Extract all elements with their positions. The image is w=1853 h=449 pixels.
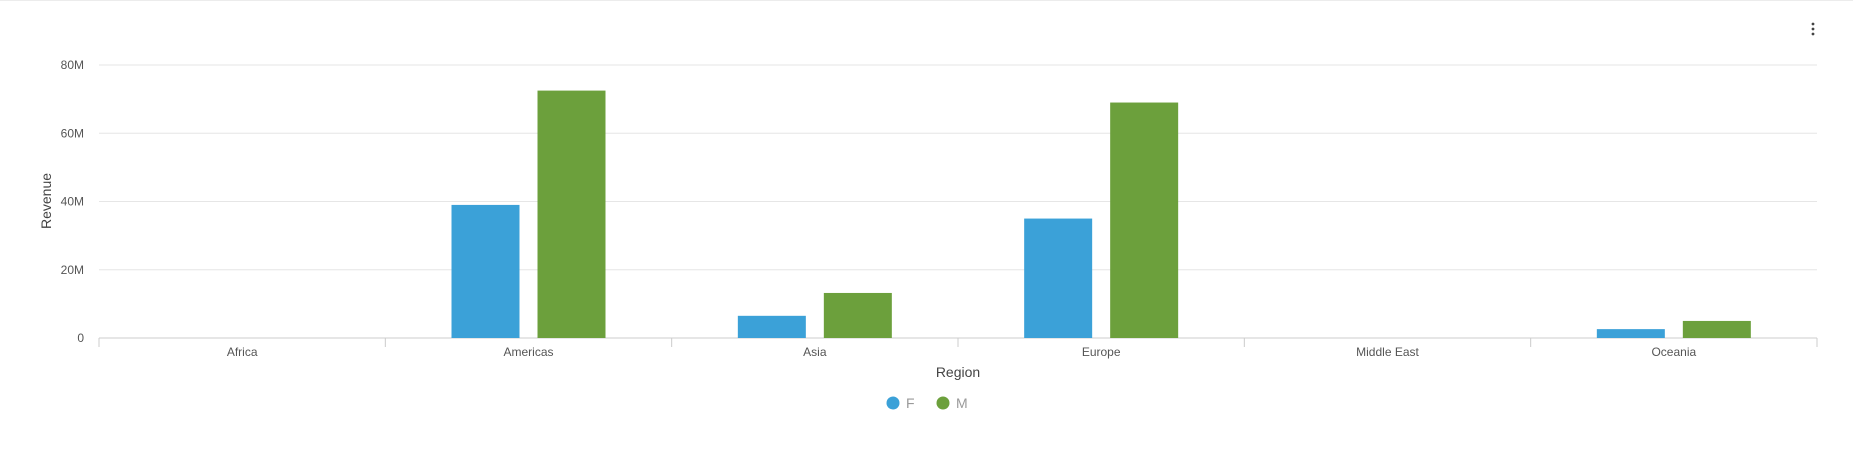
y-tick-label: 0 — [77, 331, 84, 345]
legend-item-m[interactable]: M — [936, 395, 968, 411]
x-tick-label: Oceania — [1651, 345, 1696, 359]
legend-swatch — [936, 396, 950, 410]
top-border — [0, 0, 1853, 1]
x-tick-label: Middle East — [1356, 345, 1419, 359]
y-axis-ticks: 0 20M 40M 60M 80M — [61, 58, 85, 345]
x-tick-label: Americas — [503, 345, 553, 359]
bar-m-oceania[interactable] — [1682, 320, 1751, 338]
bar-f-asia[interactable] — [737, 315, 806, 338]
legend-swatch — [886, 396, 900, 410]
legend-label: F — [906, 395, 915, 411]
x-tick-label: Europe — [1082, 345, 1121, 359]
x-tick-label: Africa — [227, 345, 258, 359]
y-axis-title: Revenue — [38, 173, 54, 229]
more-options-button[interactable] — [1804, 18, 1822, 40]
x-axis: Africa Americas Asia Europe Middle East Ocean… — [98, 337, 1818, 359]
bar-m-asia[interactable] — [823, 292, 892, 338]
bar-f-americas[interactable] — [451, 204, 520, 338]
bar-m-americas[interactable] — [537, 90, 606, 338]
legend-item-f[interactable]: F — [886, 395, 915, 411]
bar-f-europe[interactable] — [1024, 218, 1093, 338]
y-tick-label: 80M — [61, 58, 84, 72]
bars — [451, 90, 1751, 338]
bar-f-oceania[interactable] — [1596, 329, 1665, 338]
y-tick-label: 60M — [61, 126, 84, 140]
grid-lines — [99, 64, 1817, 271]
bar-m-europe[interactable] — [1110, 102, 1179, 338]
x-axis-title: Region — [936, 364, 980, 380]
legend-label: M — [956, 395, 968, 411]
x-tick-label: Asia — [803, 345, 827, 359]
y-tick-label: 40M — [61, 195, 84, 209]
more-vert-icon — [1811, 22, 1815, 36]
y-tick-label: 20M — [61, 263, 84, 277]
